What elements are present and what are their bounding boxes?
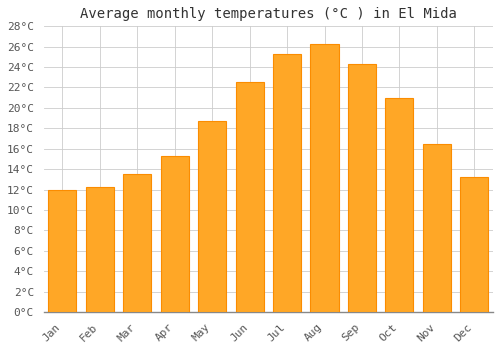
Bar [423, 144, 451, 312]
Bar [198, 121, 226, 312]
Bar [310, 44, 338, 312]
Bar [48, 189, 76, 312]
Bar [460, 177, 488, 312]
Bar [348, 64, 376, 312]
Bar [160, 156, 189, 312]
Bar [86, 188, 114, 312]
Bar [236, 82, 264, 312]
Bar [123, 174, 152, 312]
Bar [273, 54, 301, 312]
Bar [386, 98, 413, 312]
Title: Average monthly temperatures (°C ) in El Mida: Average monthly temperatures (°C ) in El… [80, 7, 457, 21]
